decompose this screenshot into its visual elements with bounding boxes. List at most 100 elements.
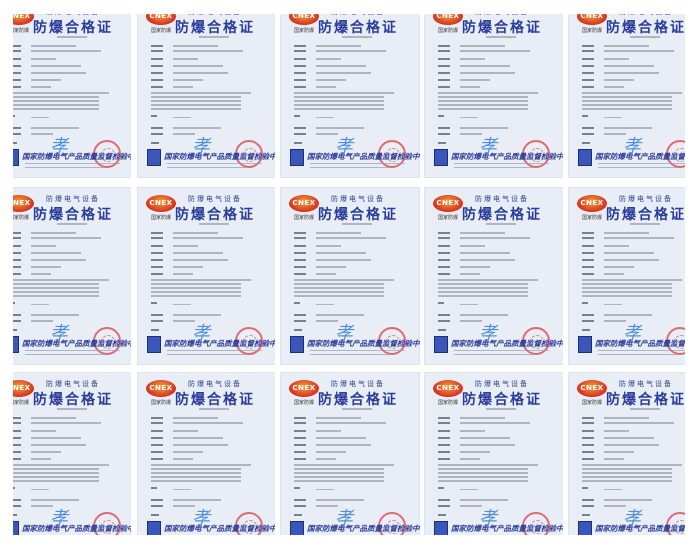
issuer-emblem-icon <box>290 521 304 535</box>
issuer-name: 国家防爆电气产品质量监督检验中心 <box>22 152 131 161</box>
logo-subtext: 国家防爆 <box>437 28 458 34</box>
red-seal-stamp <box>93 140 121 168</box>
cnex-logo: CNEX <box>13 14 34 25</box>
certificate-header: 防爆电气设备 <box>188 195 242 203</box>
certificate-header: 防爆电气设备 <box>331 195 385 203</box>
red-seal-stamp <box>522 512 550 535</box>
red-seal-stamp <box>378 512 406 535</box>
certificate: CNEX 国家防爆 防爆电气设备 防爆合格证 孝 国家防爆电气产品质量监督检验中… <box>137 187 275 365</box>
certificate: CNEX 国家防爆 防爆电气设备 防爆合格证 孝 国家防爆电气产品质量监督检验中… <box>13 14 131 178</box>
certificate-title: 防爆合格证 <box>606 207 685 223</box>
issuer-name: 国家防爆电气产品质量监督检验中心 <box>307 339 420 348</box>
signature: 孝 <box>623 136 641 157</box>
signature: 孝 <box>623 508 641 529</box>
signature: 孝 <box>479 136 497 157</box>
logo-subtext: 国家防爆 <box>150 215 171 221</box>
signature: 孝 <box>335 508 353 529</box>
certificate-thumbnail[interactable]: CNEX 国家防爆 防爆电气设备 防爆合格证 孝 国家防爆电气产品质量监督检验中… <box>137 14 275 182</box>
cnex-logo: CNEX <box>13 195 34 212</box>
signature: 孝 <box>479 508 497 529</box>
certificate-title: 防爆合格证 <box>33 207 113 223</box>
certificate-thumbnail[interactable]: CNEX 国家防爆 防爆电气设备 防爆合格证 孝 国家防爆电气产品质量监督检验中… <box>568 187 685 365</box>
cnex-logo: CNEX <box>577 14 607 25</box>
logo-subtext: 国家防爆 <box>437 400 458 406</box>
signature: 孝 <box>479 323 497 344</box>
logo-subtext: 国家防爆 <box>150 28 171 34</box>
logo-subtext: 国家防爆 <box>581 28 602 34</box>
red-seal-stamp <box>93 327 121 355</box>
signature: 孝 <box>50 508 68 529</box>
certificate-thumbnail[interactable]: CNEX 国家防爆 防爆电气设备 防爆合格证 孝 国家防爆电气产品质量监督检验中… <box>424 372 563 535</box>
certificate-thumbnail[interactable]: CNEX 国家防爆 防爆电气设备 防爆合格证 孝 国家防爆电气产品质量监督检验中… <box>137 187 275 365</box>
red-seal-stamp <box>666 512 685 535</box>
logo-subtext: 国家防爆 <box>293 28 314 34</box>
red-seal-stamp <box>378 327 406 355</box>
certificate-thumbnail[interactable]: CNEX 国家防爆 防爆电气设备 防爆合格证 孝 国家防爆电气产品质量监督检验中… <box>13 14 131 182</box>
certificate-header: 防爆电气设备 <box>475 380 529 388</box>
issuer-emblem-icon <box>290 336 304 353</box>
certificate-thumbnail[interactable]: CNEX 国家防爆 防爆电气设备 防爆合格证 孝 国家防爆电气产品质量监督检验中… <box>280 14 420 182</box>
certificate-title: 防爆合格证 <box>33 20 113 36</box>
certificate-title: 防爆合格证 <box>175 20 255 36</box>
signature: 孝 <box>192 508 210 529</box>
red-seal-stamp <box>235 512 263 535</box>
cnex-logo: CNEX <box>577 195 607 212</box>
logo-subtext: 国家防爆 <box>13 215 29 221</box>
certificate: CNEX 国家防爆 防爆电气设备 防爆合格证 孝 国家防爆电气产品质量监督检验中… <box>280 372 420 535</box>
certificate-title: 防爆合格证 <box>462 392 542 408</box>
red-seal-stamp <box>378 140 406 168</box>
certificate-header: 防爆电气设备 <box>320 14 396 17</box>
certificate-header: 防爆电气设备 <box>188 380 242 388</box>
certificate-title: 防爆合格证 <box>318 392 398 408</box>
certificate-thumbnail[interactable]: CNEX 国家防爆 防爆电气设备 防爆合格证 孝 国家防爆电气产品质量监督检验中… <box>280 372 420 535</box>
certificate-thumbnail[interactable]: CNEX 国家防爆 防爆电气设备 防爆合格证 孝 国家防爆电气产品质量监督检验中… <box>424 14 563 182</box>
logo-subtext: 国家防爆 <box>581 215 602 221</box>
certificate: CNEX 国家防爆 防爆电气设备 防爆合格证 孝 国家防爆电气产品质量监督检验中… <box>137 372 275 535</box>
certificate: CNEX 国家防爆 防爆电气设备 防爆合格证 孝 国家防爆电气产品质量监督检验中… <box>424 14 563 178</box>
certificate-title: 防爆合格证 <box>318 20 398 36</box>
certificate-thumbnail[interactable]: CNEX 国家防爆 防爆电气设备 防爆合格证 孝 国家防爆电气产品质量监督检验中… <box>568 372 685 535</box>
certificate-title: 防爆合格证 <box>175 392 255 408</box>
certificate-thumbnail[interactable]: CNEX 国家防爆 防爆电气设备 防爆合格证 孝 国家防爆电气产品质量监督检验中… <box>13 372 131 535</box>
issuer-emblem-icon <box>434 149 448 166</box>
issuer-name: 国家防爆电气产品质量监督检验中心 <box>164 152 275 161</box>
issuer-emblem-icon <box>13 149 19 166</box>
certificate: CNEX 国家防爆 防爆电气设备 防爆合格证 孝 国家防爆电气产品质量监督检验中… <box>568 14 685 178</box>
certificate-header: 防爆电气设备 <box>46 195 100 203</box>
certificate: CNEX 国家防爆 防爆电气设备 防爆合格证 孝 国家防爆电气产品质量监督检验中… <box>137 14 275 178</box>
issuer-name: 国家防爆电气产品质量监督检验中心 <box>22 339 131 348</box>
certificate-header: 防爆电气设备 <box>331 380 385 388</box>
issuer-emblem-icon <box>434 336 448 353</box>
issuer-emblem-icon <box>13 521 19 535</box>
certificate-thumbnail[interactable]: CNEX 国家防爆 防爆电气设备 防爆合格证 孝 国家防爆电气产品质量监督检验中… <box>424 187 563 365</box>
certificate-thumbnail[interactable]: CNEX 国家防爆 防爆电气设备 防爆合格证 孝 国家防爆电气产品质量监督检验中… <box>568 14 685 182</box>
certificate: CNEX 国家防爆 防爆电气设备 防爆合格证 孝 国家防爆电气产品质量监督检验中… <box>568 372 685 535</box>
cnex-logo: CNEX <box>433 195 463 212</box>
certificate-thumbnail[interactable]: CNEX 国家防爆 防爆电气设备 防爆合格证 孝 国家防爆电气产品质量监督检验中… <box>13 187 131 365</box>
signature: 孝 <box>50 136 68 157</box>
certificate-header: 防爆电气设备 <box>608 14 684 17</box>
certificate-thumbnail[interactable]: CNEX 国家防爆 防爆电气设备 防爆合格证 孝 国家防爆电气产品质量监督检验中… <box>280 187 420 365</box>
certificate-header: 防爆电气设备 <box>177 14 253 17</box>
logo-subtext: 国家防爆 <box>13 400 29 406</box>
cnex-logo: CNEX <box>289 195 319 212</box>
issuer-name: 国家防爆电气产品质量监督检验中心 <box>164 339 275 348</box>
issuer-name: 国家防爆电气产品质量监督检验中心 <box>164 524 275 533</box>
certificate: CNEX 国家防爆 防爆电气设备 防爆合格证 孝 国家防爆电气产品质量监督检验中… <box>280 187 420 365</box>
certificate-thumbnail[interactable]: CNEX 国家防爆 防爆电气设备 防爆合格证 孝 国家防爆电气产品质量监督检验中… <box>137 372 275 535</box>
issuer-emblem-icon <box>147 336 161 353</box>
certificate-title: 防爆合格证 <box>462 207 542 223</box>
issuer-name: 国家防爆电气产品质量监督检验中心 <box>595 339 685 348</box>
logo-subtext: 国家防爆 <box>293 215 314 221</box>
certificate: CNEX 国家防爆 防爆电气设备 防爆合格证 孝 国家防爆电气产品质量监督检验中… <box>280 14 420 178</box>
certificate-title: 防爆合格证 <box>33 392 113 408</box>
certificate: CNEX 国家防爆 防爆电气设备 防爆合格证 孝 国家防爆电气产品质量监督检验中… <box>568 187 685 365</box>
issuer-name: 国家防爆电气产品质量监督检验中心 <box>595 152 685 161</box>
certificate-header: 防爆电气设备 <box>35 14 111 17</box>
logo-subtext: 国家防爆 <box>437 215 458 221</box>
issuer-name: 国家防爆电气产品质量监督检验中心 <box>451 524 563 533</box>
cnex-logo: CNEX <box>146 195 176 212</box>
certificate: CNEX 国家防爆 防爆电气设备 防爆合格证 孝 国家防爆电气产品质量监督检验中… <box>13 372 131 535</box>
certificate-title: 防爆合格证 <box>606 392 685 408</box>
logo-subtext: 国家防爆 <box>581 400 602 406</box>
